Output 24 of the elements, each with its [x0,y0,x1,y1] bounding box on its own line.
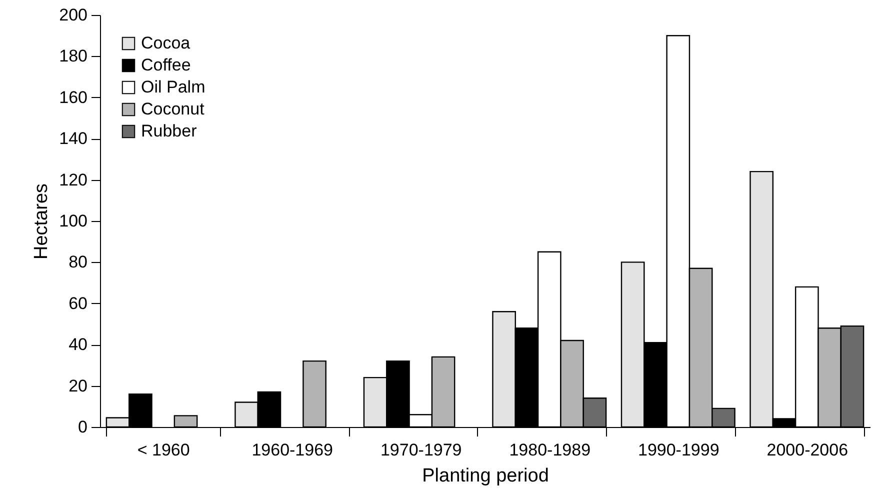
legend-label: Coffee [141,56,191,74]
y-tick-label: 80 [68,252,88,272]
x-tick-label: < 1960 [137,440,190,460]
y-tick-label: 40 [68,335,88,354]
y-tick-label: 120 [59,170,88,190]
legend-label: Cocoa [141,34,191,52]
x-tick-label: 1990-1999 [638,440,720,460]
legend-label: Rubber [141,122,198,140]
y-tick-label: 20 [68,376,88,396]
legend-label: Oil Palm [141,78,206,96]
x-axis-title: Planting period [422,466,549,486]
y-axis-title: Hectares [31,183,52,260]
x-tick-label: 2000-2006 [766,440,848,460]
y-tick-label: 140 [59,129,88,148]
x-tick-label: 1980-1989 [509,440,591,460]
legend-label: Coconut [141,100,205,118]
y-tick-label: 100 [59,212,88,230]
y-tick-label: 160 [59,88,88,107]
y-tick-label: 180 [59,46,88,66]
y-tick-label: 200 [59,6,88,24]
y-tick-label: 0 [78,418,88,436]
y-tick-label: 60 [68,294,88,313]
x-tick-label: 1960-1969 [252,440,334,460]
x-tick-label: 1970-1979 [380,440,462,460]
